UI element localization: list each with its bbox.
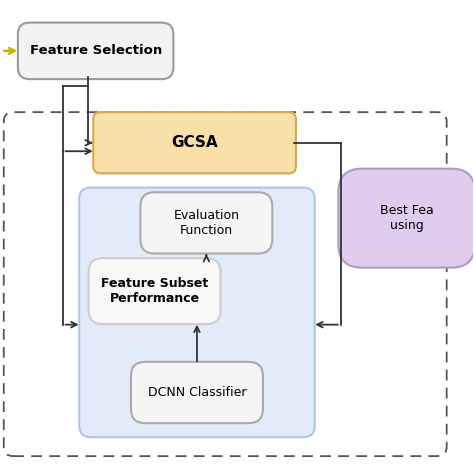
Text: Feature Subset
Performance: Feature Subset Performance bbox=[101, 277, 208, 305]
Text: Best Fea
using: Best Fea using bbox=[380, 204, 434, 232]
FancyBboxPatch shape bbox=[89, 258, 220, 324]
FancyBboxPatch shape bbox=[140, 192, 273, 254]
FancyBboxPatch shape bbox=[93, 112, 296, 173]
FancyBboxPatch shape bbox=[18, 23, 173, 79]
FancyBboxPatch shape bbox=[131, 362, 263, 423]
FancyBboxPatch shape bbox=[338, 169, 474, 268]
Text: Evaluation
Function: Evaluation Function bbox=[173, 209, 239, 237]
Text: GCSA: GCSA bbox=[171, 135, 218, 150]
Text: DCNN Classifier: DCNN Classifier bbox=[148, 386, 246, 399]
FancyBboxPatch shape bbox=[79, 188, 315, 438]
Text: Feature Selection: Feature Selection bbox=[29, 45, 162, 57]
